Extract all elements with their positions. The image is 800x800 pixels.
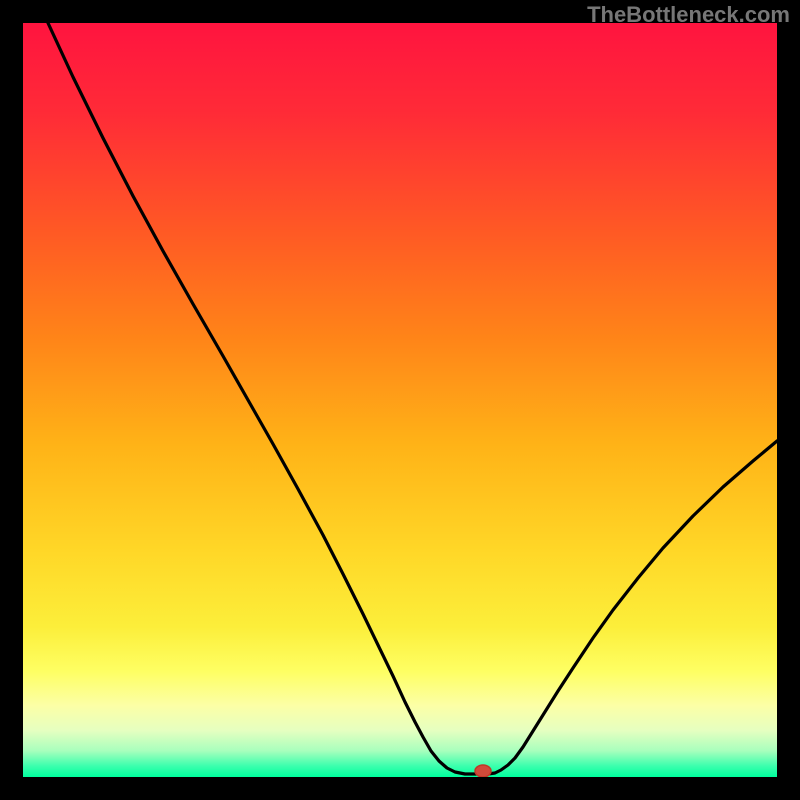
plot-area xyxy=(23,23,777,777)
bottleneck-curve-chart xyxy=(23,23,777,777)
chart-frame: TheBottleneck.com xyxy=(0,0,800,800)
optimal-point-marker xyxy=(475,765,491,777)
watermark-text: TheBottleneck.com xyxy=(587,2,790,28)
gradient-background xyxy=(23,23,777,777)
